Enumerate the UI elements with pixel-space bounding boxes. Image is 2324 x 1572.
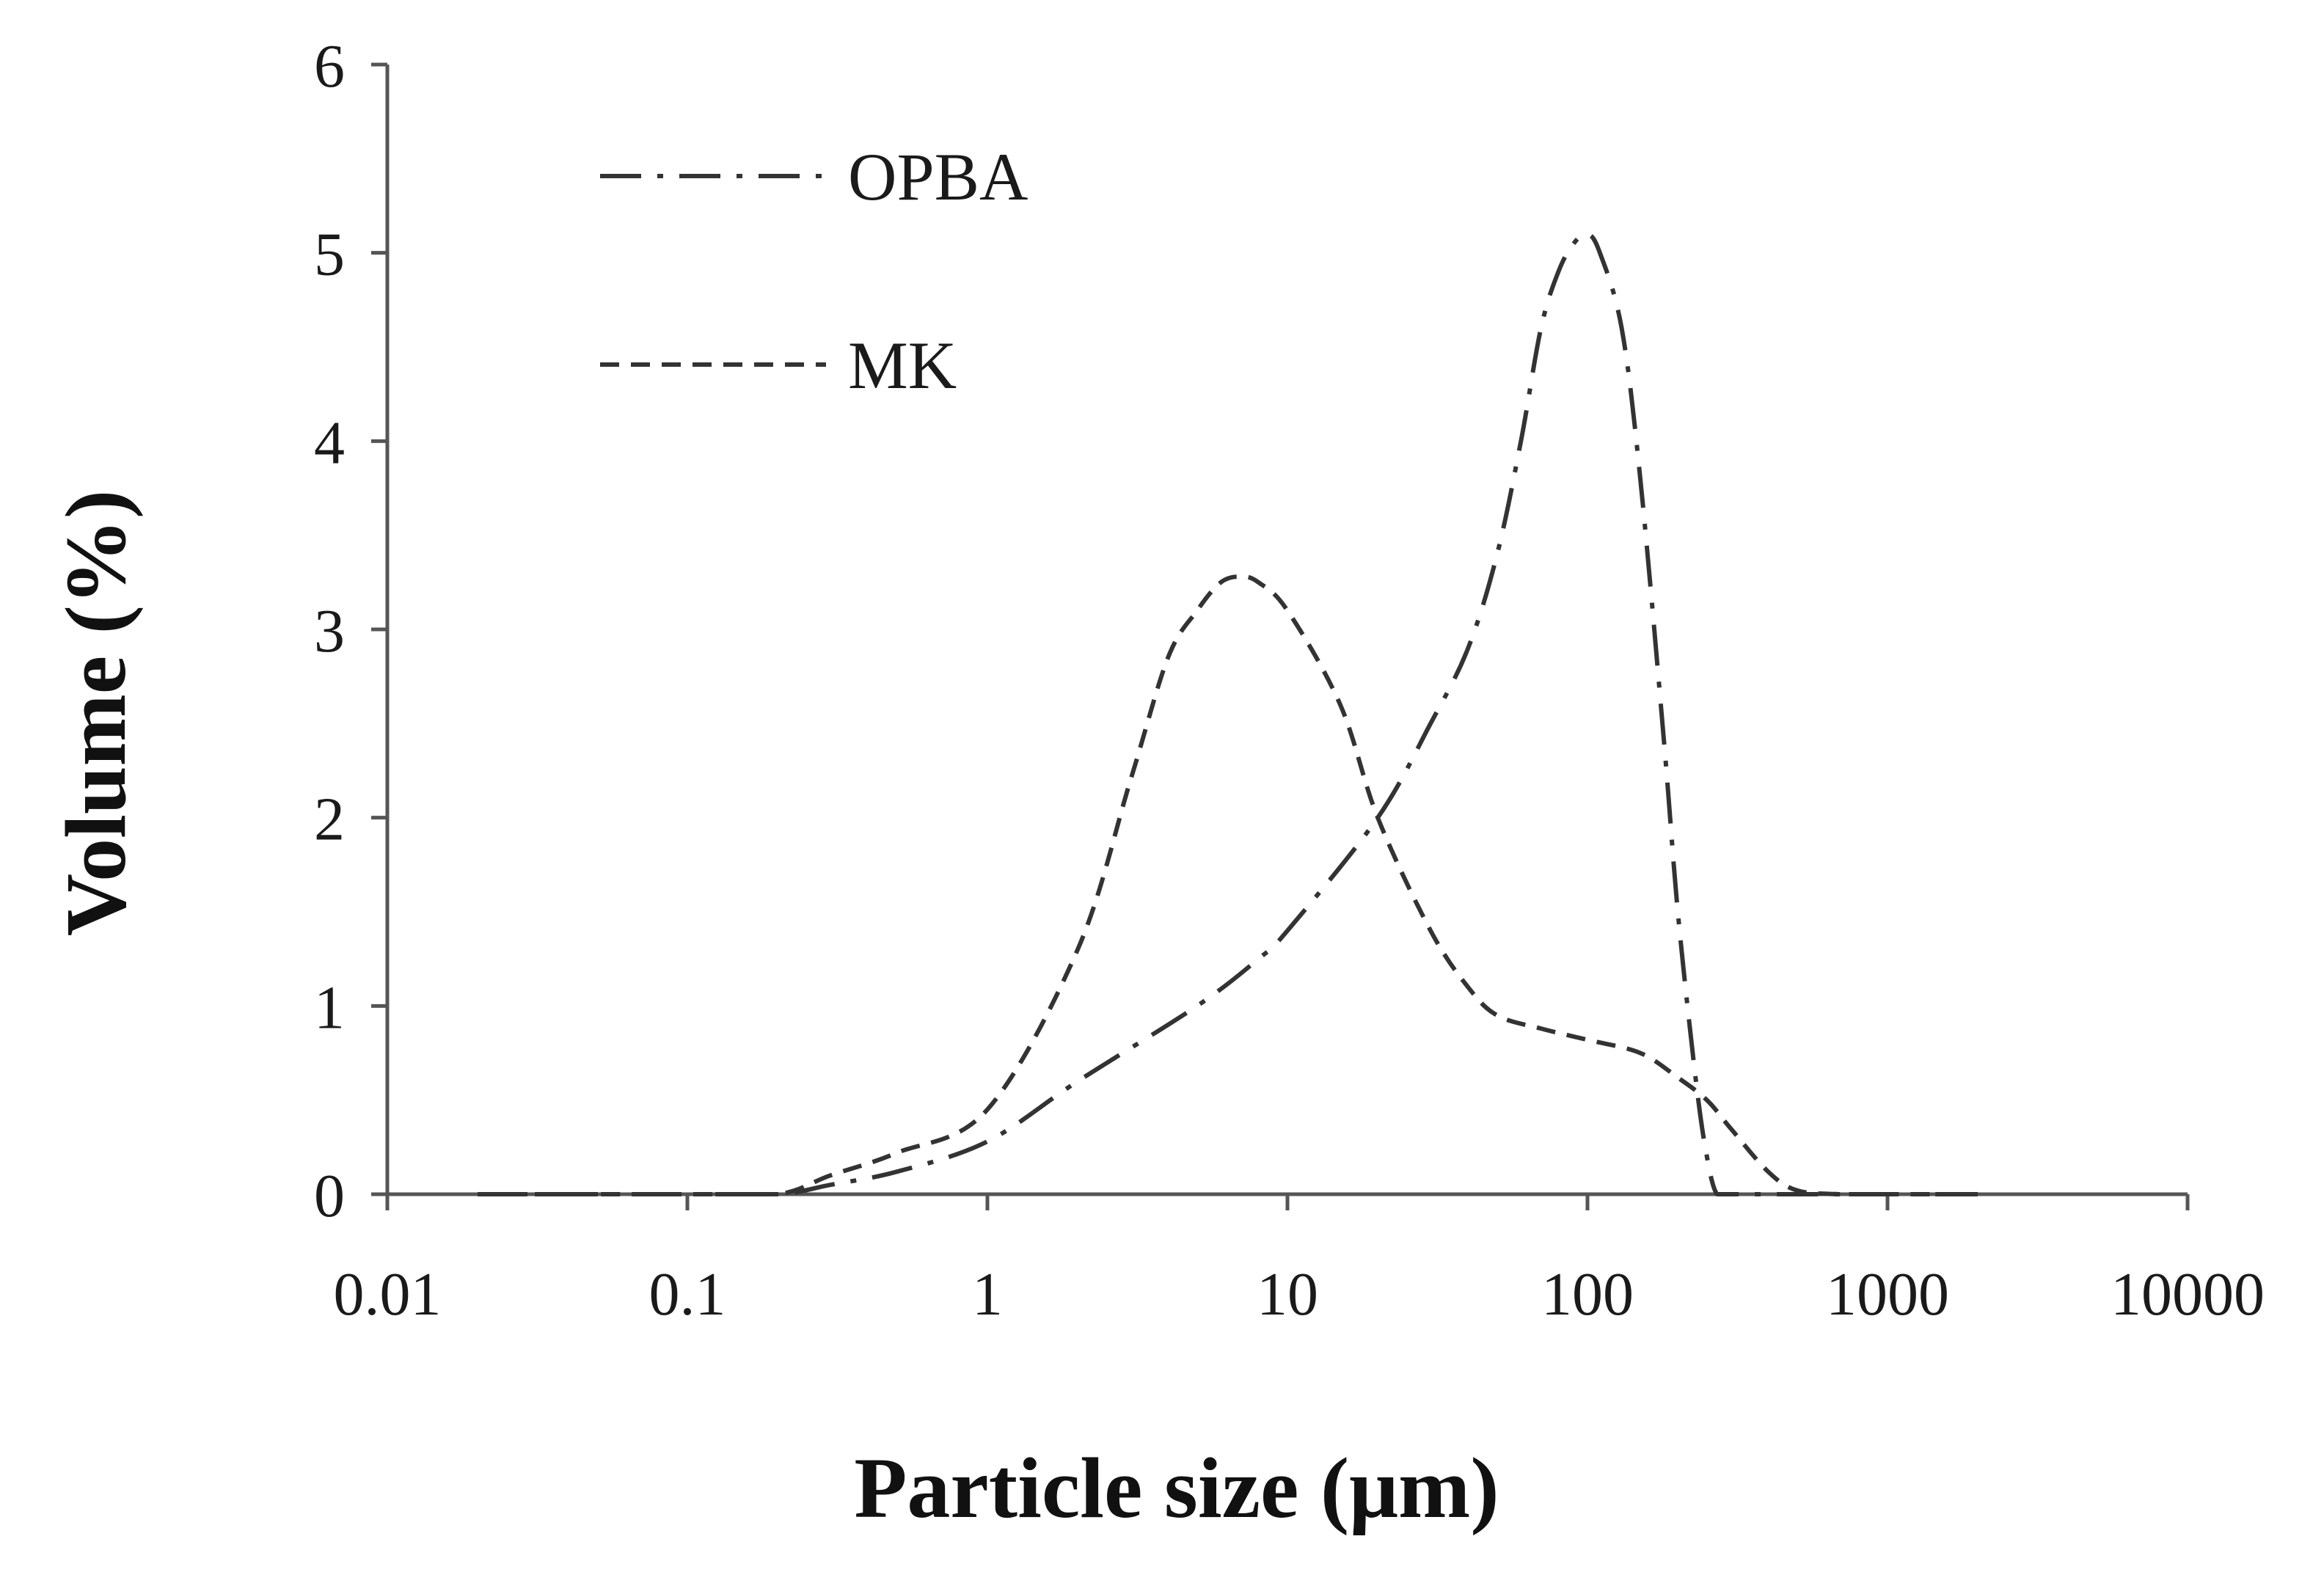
y-tick-label: 3 [314,597,345,665]
x-tick-label: 0.01 [334,1260,442,1328]
x-tick-label: 0.1 [649,1260,726,1328]
legend-label-opba: OPBA [848,139,1028,214]
series-line-mk [478,574,1978,1197]
y-tick-label: 5 [314,221,345,289]
legend: OPBA MK [600,139,1028,403]
series-line-opba [478,231,1978,1197]
x-tick-label: 1 [972,1260,1003,1328]
x-tick-label: 10 [1257,1260,1318,1328]
x-tick-label: 100 [1541,1260,1634,1328]
series-layer [478,231,1978,1197]
y-tick-label: 2 [314,786,345,854]
x-axis-title: Particle size (μm) [854,1440,1499,1536]
y-tick-label: 1 [314,973,345,1042]
legend-label-mk: MK [848,328,957,403]
y-axis-title: Volume (%) [48,490,144,937]
x-tick-label: 10000 [2111,1260,2265,1328]
y-tick-label: 4 [314,409,345,477]
y-tick-label: 0 [314,1162,345,1230]
x-tick-label: 1000 [1826,1260,1949,1328]
y-tick-label: 6 [314,32,345,100]
axes: 0 1 2 3 4 5 6 0.01 0.1 1 10 100 1000 10000 [314,32,2265,1328]
